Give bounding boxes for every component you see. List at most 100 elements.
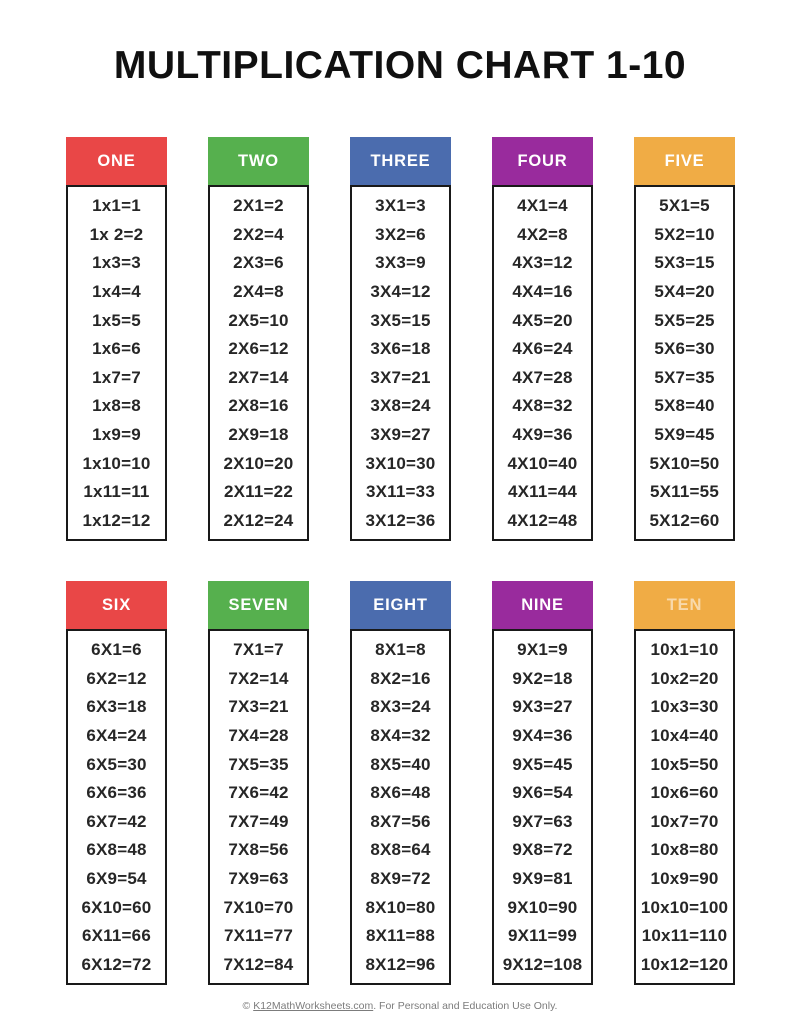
- footer-usage-note: . For Personal and Education Use Only.: [373, 1000, 558, 1012]
- fact-cell: 8X6=48: [370, 783, 431, 803]
- fact-cell: 1x5=5: [92, 310, 141, 330]
- fact-cell: 3X4=12: [370, 282, 431, 302]
- chart-grid-row-2: SIX 6X1=6 6X2=12 6X3=18 6X4=24 6X5=30 6X6=36 6X…: [66, 581, 735, 986]
- fact-cell: 3X5=15: [370, 310, 431, 330]
- column-header: ONE: [66, 137, 167, 185]
- fact-cell: 7X9=63: [228, 869, 289, 889]
- column-header: FIVE: [634, 137, 735, 185]
- table-column-one: ONE 1x1=1 1x 2=2 1x3=3 1x4=4 1x5=5 1x6=6 1x7=7 1…: [66, 137, 167, 542]
- fact-cell: 4X3=12: [512, 253, 573, 273]
- fact-cell: 6X9=54: [86, 869, 147, 889]
- fact-cell: 7X5=35: [228, 754, 289, 774]
- fact-cell: 6X3=18: [86, 697, 147, 717]
- column-header-label: FIVE: [664, 151, 705, 170]
- fact-cell: 10x8=80: [650, 840, 719, 860]
- fact-cell: 1x12=12: [82, 510, 151, 530]
- fact-cell: 4X4=16: [512, 282, 573, 302]
- fact-cell: 8X12=96: [365, 954, 436, 974]
- fact-cell: 9X9=81: [512, 869, 573, 889]
- column-header-label: NINE: [521, 595, 564, 614]
- fact-cell: 3X9=27: [370, 425, 431, 445]
- fact-cell: 2X6=12: [228, 339, 289, 359]
- column-header: TWO: [208, 137, 309, 185]
- fact-cell: 3X8=24: [370, 396, 431, 416]
- fact-cell: 4X9=36: [512, 425, 573, 445]
- fact-cell: 6X12=72: [81, 954, 152, 974]
- fact-cell: 8X4=32: [370, 726, 431, 746]
- column-body: 7X1=7 7X2=14 7X3=21 7X4=28 7X5=35 7X6=42 7X7=4…: [208, 629, 309, 986]
- column-header: SIX: [66, 581, 167, 629]
- fact-cell: 8X10=80: [365, 897, 436, 917]
- column-header-label: ONE: [97, 151, 136, 170]
- footer-site-link[interactable]: K12MathWorksheets.com: [253, 1000, 374, 1012]
- fact-cell: 9X2=18: [512, 668, 573, 688]
- fact-cell: 3X2=6: [375, 224, 426, 244]
- fact-cell: 7X1=7: [233, 640, 284, 660]
- table-column-eight: EIGHT 8X1=8 8X2=16 8X3=24 8X4=32 8X5=40 8X6=48…: [350, 581, 451, 986]
- column-header-label: SEVEN: [228, 595, 289, 614]
- fact-cell: 7X10=70: [223, 897, 294, 917]
- fact-cell: 2X2=4: [233, 224, 284, 244]
- fact-cell: 5X11=55: [649, 482, 719, 502]
- column-body: 5X1=5 5X2=10 5X3=15 5X4=20 5X5=25 5X6=30 5X7=3…: [634, 185, 735, 542]
- fact-cell: 9X3=27: [512, 697, 573, 717]
- column-header-label: TEN: [666, 595, 703, 614]
- fact-cell: 8X5=40: [370, 754, 431, 774]
- fact-cell: 2X10=20: [223, 453, 294, 473]
- column-header: THREE: [350, 137, 451, 185]
- table-column-nine: NINE 9X1=9 9X2=18 9X3=27 9X4=36 9X5=45 9X6=54 9…: [492, 581, 593, 986]
- fact-cell: 3X1=3: [375, 196, 426, 216]
- fact-cell: 5X2=10: [654, 224, 715, 244]
- fact-cell: 10x2=20: [650, 668, 719, 688]
- column-header: TEN: [634, 581, 735, 629]
- column-header: FOUR: [492, 137, 593, 185]
- fact-cell: 2X3=6: [233, 253, 284, 273]
- column-body: 8X1=8 8X2=16 8X3=24 8X4=32 8X5=40 8X6=48 8X7=5…: [350, 629, 451, 986]
- footer-copyright-text: ©: [242, 1000, 254, 1012]
- fact-cell: 8X2=16: [370, 668, 431, 688]
- fact-cell: 5X3=15: [654, 253, 715, 273]
- fact-cell: 6X7=42: [86, 811, 147, 831]
- fact-cell: 9X4=36: [512, 726, 573, 746]
- fact-cell: 9X6=54: [512, 783, 573, 803]
- fact-cell: 1x11=11: [83, 482, 150, 502]
- fact-cell: 2X5=10: [228, 310, 289, 330]
- fact-cell: 9X12=108: [502, 954, 583, 974]
- fact-cell: 7X11=77: [223, 926, 293, 946]
- fact-cell: 7X8=56: [228, 840, 289, 860]
- table-column-five: FIVE 5X1=5 5X2=10 5X3=15 5X4=20 5X5=25 5X6=30 5…: [634, 137, 735, 542]
- fact-cell: 4X1=4: [517, 196, 568, 216]
- column-header-label: TWO: [238, 151, 279, 170]
- fact-cell: 5X9=45: [654, 425, 715, 445]
- fact-cell: 9X10=90: [507, 897, 578, 917]
- fact-cell: 5X1=5: [659, 196, 710, 216]
- fact-cell: 9X5=45: [512, 754, 573, 774]
- fact-cell: 9X8=72: [512, 840, 573, 860]
- fact-cell: 6X2=12: [86, 668, 147, 688]
- column-header-label: EIGHT: [373, 595, 428, 614]
- fact-cell: 8X3=24: [370, 697, 431, 717]
- fact-cell: 9X7=63: [512, 811, 573, 831]
- column-body: 1x1=1 1x 2=2 1x3=3 1x4=4 1x5=5 1x6=6 1x7=7 1x8=…: [66, 185, 167, 542]
- column-body: 10x1=10 10x2=20 10x3=30 10x4=40 10x5=50 10x6=…: [634, 629, 735, 986]
- fact-cell: 4X8=32: [512, 396, 573, 416]
- fact-cell: 1x9=9: [92, 425, 141, 445]
- fact-cell: 7X2=14: [228, 668, 289, 688]
- fact-cell: 6X4=24: [86, 726, 147, 746]
- fact-cell: 6X11=66: [81, 926, 151, 946]
- fact-cell: 2X8=16: [228, 396, 289, 416]
- fact-cell: 10x9=90: [650, 869, 719, 889]
- fact-cell: 7X4=28: [228, 726, 289, 746]
- fact-cell: 6X5=30: [86, 754, 147, 774]
- fact-cell: 5X4=20: [654, 282, 715, 302]
- fact-cell: 7X12=84: [223, 954, 294, 974]
- table-column-four: FOUR 4X1=4 4X2=8 4X3=12 4X4=16 4X5=20 4X6=24 4X…: [492, 137, 593, 542]
- fact-cell: 2X11=22: [223, 482, 293, 502]
- fact-cell: 5X7=35: [654, 367, 715, 387]
- fact-cell: 8X11=88: [365, 926, 435, 946]
- fact-cell: 6X6=36: [86, 783, 147, 803]
- fact-cell: 1x6=6: [92, 339, 141, 359]
- fact-cell: 6X10=60: [81, 897, 152, 917]
- fact-cell: 1x1=1: [92, 196, 141, 216]
- fact-cell: 10x11=110: [641, 926, 728, 946]
